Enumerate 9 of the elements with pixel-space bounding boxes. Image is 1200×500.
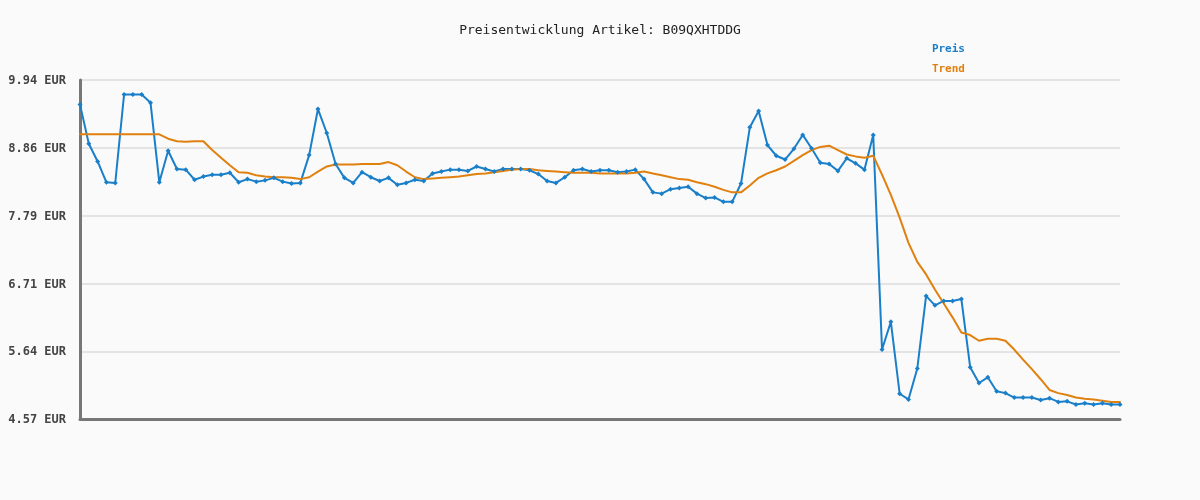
y-tick-label: 8.86 EUR	[8, 141, 67, 156]
y-tick-label: 6.71 EUR	[8, 276, 67, 291]
y-tick-label: 9.94 EUR	[8, 73, 67, 87]
y-tick-label: 5.64 EUR	[8, 344, 67, 359]
y-tick-label: 7.79 EUR	[8, 208, 67, 223]
chart-title: Preisentwicklung Artikel: B09QXHTDDG	[459, 22, 742, 37]
text: Trend	[931, 62, 965, 75]
y-tick-label: 4.57 EUR	[8, 412, 67, 426]
text: Preis	[931, 42, 965, 55]
